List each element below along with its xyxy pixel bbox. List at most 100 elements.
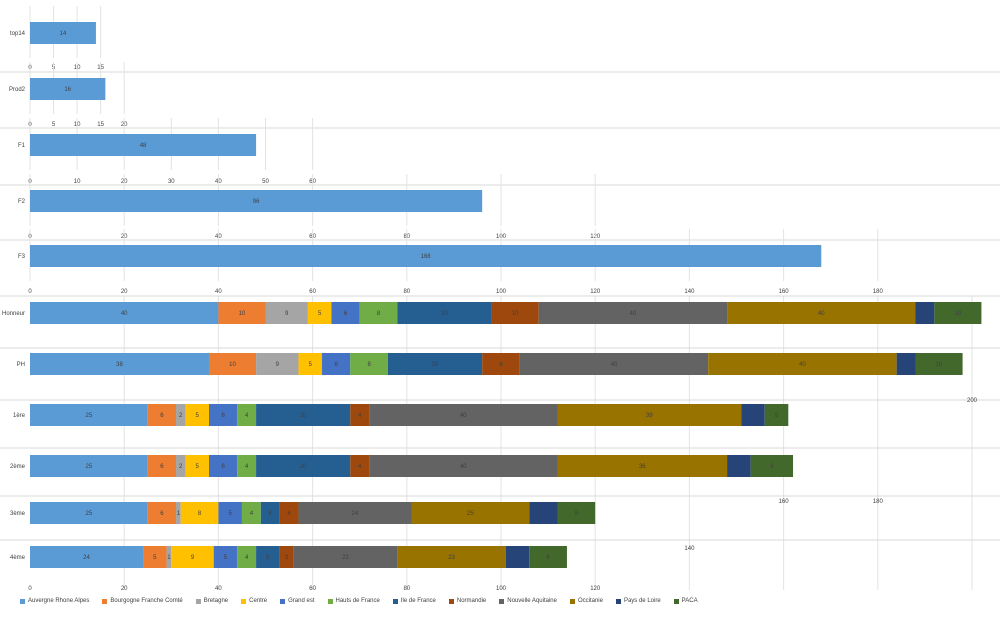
legend-item: Nouvelle Aquitaine [499, 598, 557, 604]
bar-segment-normandie [482, 353, 520, 375]
data-label: 5 [196, 413, 200, 419]
bar-segment-hauts-de-france [237, 455, 257, 477]
legend-item: Grand est [280, 598, 315, 604]
data-label: 8 [198, 511, 202, 517]
tick-label: 100 [496, 289, 507, 295]
bar-segment-centre [298, 353, 323, 375]
data-label: 5 [224, 555, 228, 561]
bar-segment-auvergne-rhone-alpes [30, 353, 209, 375]
data-label: 23 [448, 555, 455, 561]
legend-label: Bretagne [203, 598, 229, 604]
data-label: 20 [432, 362, 439, 368]
legend-item: Pays de Loire [615, 598, 661, 604]
bar-segment-grand-est [208, 455, 238, 477]
category-label: 3ème [10, 511, 26, 517]
legend-label: Pays de Loire [623, 598, 661, 604]
bar-segment-ile-de-france [260, 502, 280, 524]
data-label: 10 [936, 362, 943, 368]
data-label: 10 [229, 362, 236, 368]
legend-swatch [569, 598, 575, 604]
tick-label: 10 [74, 179, 81, 185]
tick-label: 80 [403, 289, 410, 295]
data-label: 6 [221, 413, 225, 419]
tick-label: 30 [168, 179, 175, 185]
bar-segment-bourgogne-franche-comté [208, 353, 257, 375]
data-label: 6 [160, 511, 164, 517]
tick-label: 140 [684, 289, 695, 295]
data-label: 6 [160, 464, 164, 470]
bar-segment-ile-de-france [256, 455, 351, 477]
data-label: 10 [512, 311, 519, 317]
data-label: 96 [253, 199, 260, 205]
bar-segment-paca [764, 404, 789, 426]
legend-item: Centre [241, 598, 267, 604]
data-label: 40 [630, 311, 637, 317]
bar-segment-ile-de-france [397, 302, 492, 324]
data-label: 39 [646, 413, 653, 419]
legend-label: Centre [249, 598, 268, 604]
legend-swatch [20, 598, 25, 604]
data-label: 8 [546, 555, 550, 561]
legend-item: Normandie [448, 598, 486, 604]
bar-segment-pays-de-loire [529, 502, 558, 524]
bar-segment-normandie [350, 404, 370, 426]
bar-segment-nouvelle-aquitaine [369, 404, 558, 426]
chart-legend: Auvergne Rhone Alpes Bourgogne Franche Co… [20, 598, 698, 604]
bar-segment-auvergne-rhone-alpes [30, 78, 106, 100]
data-label: 40 [460, 413, 467, 419]
data-label: 25 [86, 511, 93, 517]
bar-segment-normandie [491, 302, 539, 324]
data-label: 40 [121, 311, 128, 317]
data-label: 5 [153, 555, 157, 561]
legend-swatch [392, 598, 398, 604]
data-label: 2 [179, 413, 183, 419]
legend-label: Ile de France [400, 598, 436, 604]
bar-segment-bretagne [166, 546, 172, 568]
data-label: 6 [334, 362, 338, 368]
tick-label: 60 [309, 586, 316, 592]
bar-segment-ile-de-france [387, 353, 483, 375]
tick-label: 15 [97, 122, 104, 128]
data-label: 4 [245, 464, 249, 470]
category-label: 1ère [13, 413, 26, 419]
category-label: 4ème [10, 555, 26, 561]
data-label: 4 [358, 413, 362, 419]
legend-swatch [280, 598, 286, 604]
legend-label: Auvergne Rhone Alpes [28, 598, 90, 604]
bar-segment-nouvelle-aquitaine [293, 546, 398, 568]
data-label: 20 [300, 464, 307, 470]
data-label: 16 [64, 87, 71, 93]
legend-item: Hauts de France [327, 598, 380, 604]
data-label: 20 [300, 413, 307, 419]
data-label: 5 [196, 464, 200, 470]
legend-swatch [327, 598, 333, 604]
bar-segment-centre [171, 546, 214, 568]
bar-segment-pays-de-loire [741, 404, 765, 426]
bar-segment-pays-de-loire [915, 302, 935, 324]
legend-item: Auvergne Rhone Alpes [20, 598, 89, 604]
bar-segment-nouvelle-aquitaine [538, 302, 728, 324]
bar-segment-centre [180, 502, 219, 524]
bar-segment-pays-de-loire [505, 546, 530, 568]
data-label: 4 [269, 511, 273, 517]
data-label: 25 [86, 413, 93, 419]
legend-label: Bourgogne Franche Comté [110, 598, 183, 604]
tick-label: 50 [262, 179, 269, 185]
bar-segment-occitanie [557, 455, 728, 477]
bar-segment-occitanie [557, 404, 742, 426]
data-label: 8 [575, 511, 579, 517]
bar-segment-centre [185, 455, 209, 477]
bar-segment-hauts-de-france [237, 546, 257, 568]
tick-label: 100 [496, 586, 507, 592]
bar-segment-normandie [279, 546, 294, 568]
bar-segment-grand-est [322, 353, 351, 375]
data-label: 24 [352, 511, 359, 517]
tick-label: 120 [590, 586, 601, 592]
legend-swatch [448, 598, 454, 604]
data-label: 1 [177, 511, 181, 517]
bar-segment-auvergne-rhone-alpes [30, 502, 148, 524]
data-label: 5 [266, 555, 270, 561]
data-label: 4 [250, 511, 254, 517]
tick-label: 180 [873, 499, 884, 505]
